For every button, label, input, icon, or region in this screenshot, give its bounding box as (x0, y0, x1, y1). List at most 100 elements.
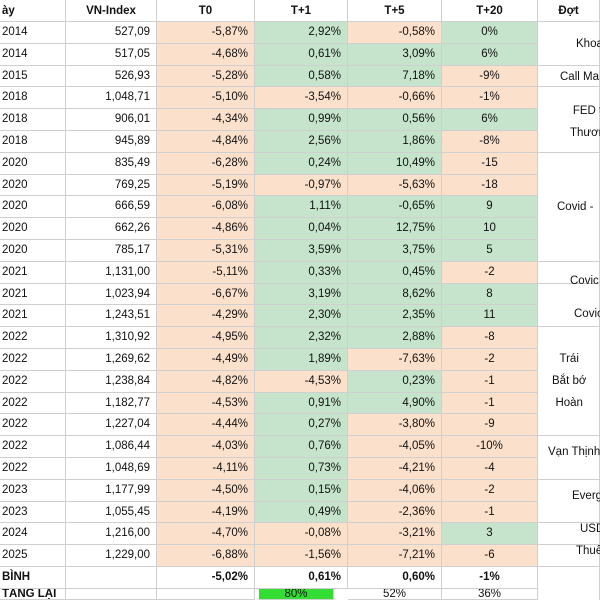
date-cell: 2014 (0, 22, 66, 44)
vn-index-cell: 527,09 (66, 22, 157, 44)
t20-cell: -4 (442, 458, 538, 480)
t5-cell: -4,05% (348, 436, 442, 458)
event-label: USD (580, 523, 600, 535)
vn-index-cell: 1,055,45 (66, 501, 157, 524)
t0-cell: -5,10% (157, 87, 255, 110)
event-cell (538, 218, 600, 240)
vn-index-cell: 1,310,92 (66, 327, 157, 349)
event-group-divider (538, 86, 600, 88)
vn-index-cell: 1,238,84 (66, 370, 157, 393)
vn-index-cell: 1,182,77 (66, 392, 157, 415)
t5-cell: -4,06% (348, 479, 442, 502)
t5-cell: 2,88% (348, 327, 442, 349)
t1-cell: 2,32% (255, 327, 348, 349)
t0-cell: -5,19% (157, 174, 255, 197)
t0-cell: -5,87% (157, 22, 255, 44)
t20-cell: 0% (442, 22, 538, 44)
event-group-divider (538, 151, 600, 153)
t1-cell: 1,89% (255, 349, 348, 371)
date-cell: 2020 (0, 152, 66, 175)
t20-cell: -1 (442, 392, 538, 415)
t0-cell: -6,08% (157, 196, 255, 219)
t5-cell: -0,66% (348, 87, 442, 110)
t5-cell: -4,21% (348, 458, 442, 480)
t0-cell: -5,31% (157, 240, 255, 262)
date-cell: 2022 (0, 349, 66, 371)
t5-cell: -3,80% (348, 414, 442, 437)
t5-cell: -3,21% (348, 523, 442, 546)
vn-index-cell: 1,229,00 (66, 545, 157, 567)
t0-cell: -4,84% (157, 131, 255, 153)
date-cell: 2022 (0, 370, 66, 393)
t20-cell: -1 (442, 370, 538, 393)
vn-index-cell: 1,086,44 (66, 436, 157, 458)
date-cell: 2018 (0, 87, 66, 110)
t1-cell: 0,04% (255, 218, 348, 240)
event-label: Call Ma (560, 71, 599, 83)
date-cell: 2021 (0, 305, 66, 328)
t5-cell: 12,75% (348, 218, 442, 240)
summary-label-rebound: TĂNG LẠI (0, 588, 66, 600)
vn-index-cell: 835,49 (66, 152, 157, 175)
date-cell: 2020 (0, 174, 66, 197)
rebound-t20-cell: 36% (442, 588, 538, 600)
t20-cell: -9% (442, 65, 538, 88)
t20-cell: 3 (442, 523, 538, 546)
t20-cell: -1 (442, 501, 538, 524)
t1-cell: 1,11% (255, 196, 348, 219)
t5-cell: 0,56% (348, 109, 442, 131)
t20-cell: -8% (442, 131, 538, 153)
summary-empty (66, 567, 157, 589)
event-group-divider (538, 566, 600, 567)
t0-cell: -4,44% (157, 414, 255, 437)
vn-index-cell: 945,89 (66, 131, 157, 153)
t1-cell: 3,19% (255, 283, 348, 306)
header-t0: T0 (157, 0, 255, 22)
date-cell: 2022 (0, 458, 66, 480)
event-group-divider (538, 522, 600, 524)
vn-index-cell: 517,05 (66, 43, 157, 66)
t0-cell: -5,11% (157, 261, 255, 284)
t0-cell: -4,50% (157, 479, 255, 502)
date-cell: 2024 (0, 523, 66, 546)
t5-cell: -7,21% (348, 545, 442, 567)
vn-index-cell: 769,25 (66, 174, 157, 197)
event-cell (538, 174, 600, 197)
event-cell (538, 152, 600, 175)
event-cell (538, 240, 600, 262)
date-cell: 2022 (0, 327, 66, 349)
t5-cell: 7,18% (348, 65, 442, 88)
t20-cell: 11 (442, 305, 538, 328)
t0-cell: -6,88% (157, 545, 255, 567)
date-cell: 2018 (0, 109, 66, 131)
vn-index-cell: 1,023,94 (66, 283, 157, 306)
event-cell (538, 588, 600, 600)
t0-cell: -4,70% (157, 523, 255, 546)
date-cell: 2014 (0, 43, 66, 66)
header-date: ày (0, 0, 66, 22)
avg-t20-cell: -1% (442, 567, 538, 589)
t1-cell: -4,53% (255, 370, 348, 393)
vn-index-cell: 906,01 (66, 109, 157, 131)
event-label: Khoa (576, 38, 600, 50)
t0-cell: -4,19% (157, 501, 255, 524)
t20-cell: 6% (442, 109, 538, 131)
event-label: Thuế (576, 545, 600, 557)
t20-cell: -1% (442, 87, 538, 110)
t0-cell: -4,03% (157, 436, 255, 458)
t5-cell: -7,63% (348, 349, 442, 371)
event-label: FED t Thươn (570, 105, 600, 139)
t0-cell: -4,86% (157, 218, 255, 240)
t20-cell: -18 (442, 174, 538, 197)
t1-cell: 0,24% (255, 152, 348, 175)
event-cell (538, 567, 600, 589)
event-group-divider (538, 326, 600, 328)
t0-cell: -4,95% (157, 327, 255, 349)
t5-cell: 0,45% (348, 261, 442, 284)
header-vn-index: VN-Index (66, 0, 157, 22)
event-group-divider (538, 544, 600, 546)
vn-index-cell: 1,048,71 (66, 87, 157, 110)
t5-cell: -0,58% (348, 22, 442, 44)
event-group-divider (538, 478, 600, 480)
event-label: Vạn Thịnh (548, 446, 600, 458)
